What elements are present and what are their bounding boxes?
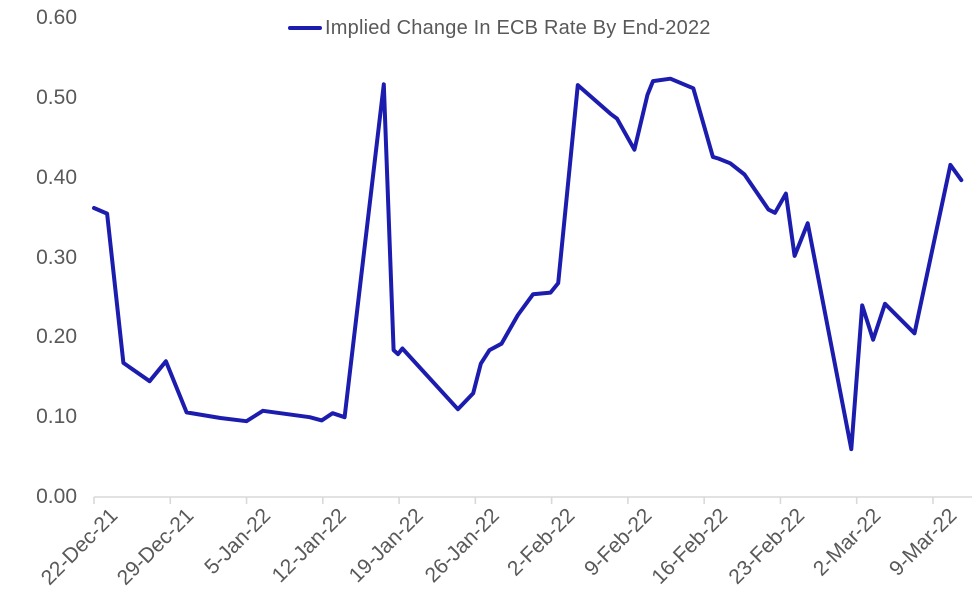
y-axis-label: 0.00 xyxy=(36,485,77,508)
series-line xyxy=(92,76,964,452)
y-axis-label: 0.40 xyxy=(36,165,77,189)
y-axis-label: 0.20 xyxy=(36,325,77,349)
y-axis-label: 0.30 xyxy=(36,245,77,269)
legend-label: Implied Change In ECB Rate By End-2022 xyxy=(325,16,711,39)
legend: Implied Change In ECB Rate By End-2022 xyxy=(288,15,711,41)
y-axis-label: 0.10 xyxy=(36,405,77,429)
y-axis-label: 0.50 xyxy=(36,85,77,109)
legend-line-swatch xyxy=(288,25,322,31)
y-axis-label: 0.60 xyxy=(36,6,77,30)
